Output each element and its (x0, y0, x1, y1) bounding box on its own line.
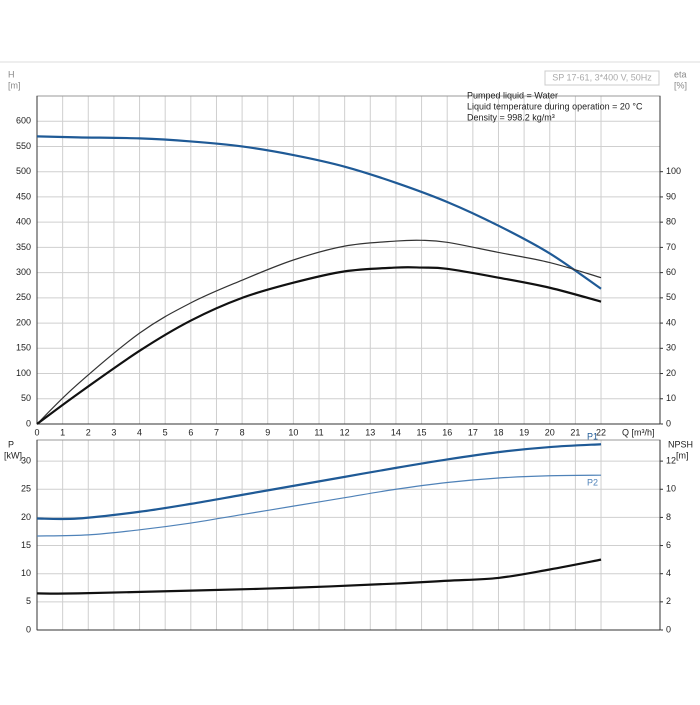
y2-tick-label: 90 (666, 191, 676, 201)
series-line (36, 443, 602, 521)
x-tick-label: 18 (493, 427, 503, 437)
model-label: SP 17-61, 3*400 V, 50Hz (552, 72, 652, 82)
y2-tick-label: 12 (666, 455, 676, 465)
y2-tick-label: 70 (666, 242, 676, 252)
y-tick-label: 100 (16, 368, 31, 378)
y-unit: [kW] (4, 450, 22, 460)
y2-tick-label: 30 (666, 343, 676, 353)
x-tick-label: 20 (545, 427, 555, 437)
y2-unit: [m] (676, 450, 689, 460)
y-label: H (8, 69, 15, 79)
y-tick-label: 30 (21, 455, 31, 465)
x-tick-label: 7 (214, 427, 219, 437)
x-tick-label: 4 (137, 427, 142, 437)
y-tick-label: 400 (16, 217, 31, 227)
y2-unit: [%] (674, 80, 687, 90)
y-tick-label: 150 (16, 343, 31, 353)
series-line (36, 239, 602, 425)
y-tick-label: 15 (21, 540, 31, 550)
x-tick-label: 8 (240, 427, 245, 437)
x-tick-label: 10 (288, 427, 298, 437)
y2-tick-label: 0 (666, 418, 671, 428)
y2-tick-label: 60 (666, 267, 676, 277)
y-tick-label: 450 (16, 191, 31, 201)
x-tick-label: 22 (596, 427, 606, 437)
y2-tick-label: 10 (666, 484, 676, 494)
model-box (544, 70, 660, 86)
y2-tick-label: 100 (666, 166, 681, 176)
y2-tick-label: 50 (666, 292, 676, 302)
x-tick-label: 11 (314, 427, 323, 437)
x-tick-label: 5 (163, 427, 168, 437)
series-line (36, 558, 602, 595)
x-tick-label: 19 (519, 427, 529, 437)
y-tick-label: 20 (21, 512, 31, 522)
series-line (36, 135, 602, 290)
x-tick-label: 0 (34, 427, 39, 437)
y-unit: [m] (8, 80, 21, 90)
y-tick-label: 10 (21, 568, 31, 578)
y2-tick-label: 20 (666, 368, 676, 378)
x-tick-label: 12 (340, 427, 350, 437)
x-label: Q [m³/h] (622, 427, 655, 437)
plot-frame (36, 95, 661, 425)
x-tick-label: 16 (442, 427, 452, 437)
y-tick-label: 250 (16, 292, 31, 302)
y-tick-label: 5 (26, 596, 31, 606)
y2-tick-label: 80 (666, 217, 676, 227)
x-tick-label: 3 (111, 427, 116, 437)
x-tick-label: 14 (391, 427, 401, 437)
y-tick-label: 350 (16, 242, 31, 252)
x-tick-label: 1 (60, 427, 65, 437)
x-tick-label: 17 (468, 427, 478, 437)
x-tick-label: 21 (570, 427, 580, 437)
y-tick-label: 0 (26, 624, 31, 634)
y-tick-label: 550 (16, 141, 31, 151)
y-tick-label: 300 (16, 267, 31, 277)
note: Density = 998.2 kg/m³ (467, 112, 555, 122)
y-tick-label: 25 (21, 484, 31, 494)
series-line (36, 474, 602, 537)
series-label: P1 (587, 432, 598, 442)
y2-tick-label: 6 (666, 540, 671, 550)
y-tick-label: 0 (26, 418, 31, 428)
x-tick-label: 13 (365, 427, 375, 437)
x-tick-label: 15 (417, 427, 427, 437)
y2-tick-label: 8 (666, 512, 671, 522)
y-tick-label: 600 (16, 116, 31, 126)
y-tick-label: 200 (16, 317, 31, 327)
note: Liquid temperature during operation = 20… (467, 101, 643, 111)
y-tick-label: 50 (21, 393, 31, 403)
y-label: P (8, 439, 14, 449)
x-tick-label: 2 (86, 427, 91, 437)
y2-label: NPSH (668, 439, 693, 449)
x-tick-label: 6 (188, 427, 193, 437)
y2-tick-label: 4 (666, 568, 671, 578)
x-tick-label: 9 (265, 427, 270, 437)
note: Pumped liquid = Water (467, 90, 558, 100)
y2-label: eta (674, 69, 687, 79)
y2-tick-label: 2 (666, 596, 671, 606)
y-tick-label: 500 (16, 166, 31, 176)
y2-tick-label: 40 (666, 317, 676, 327)
y2-tick-label: 10 (666, 393, 676, 403)
series-label: P2 (587, 478, 598, 488)
y2-tick-label: 0 (666, 624, 671, 634)
series-line (36, 266, 602, 425)
